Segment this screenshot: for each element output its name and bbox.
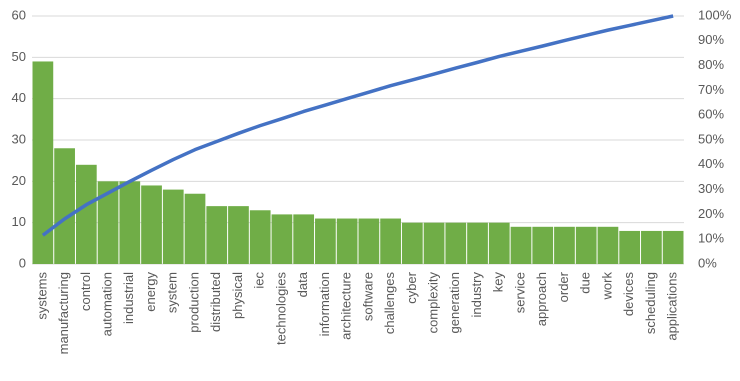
y2-tick-label: 70% [698, 82, 724, 97]
bar [184, 193, 206, 264]
x-tick-label: applications [665, 272, 680, 341]
x-tick-label: technologies [273, 272, 288, 345]
bar [97, 181, 119, 264]
y-tick-label: 50 [12, 49, 26, 64]
bar [641, 230, 662, 264]
x-tick-label: complexity [426, 272, 441, 334]
bar [206, 206, 228, 264]
bar [423, 222, 445, 264]
x-tick-label: manufacturing [56, 272, 71, 354]
x-tick-label: energy [143, 272, 158, 312]
bar [662, 230, 684, 264]
bar [380, 218, 401, 264]
bar [467, 222, 488, 264]
x-tick-label: generation [447, 272, 462, 333]
bar [249, 210, 271, 264]
bar [141, 185, 162, 264]
y-tick-label: 10 [12, 214, 26, 229]
x-tick-label: devices [621, 272, 636, 317]
y2-tick-label: 20% [698, 206, 724, 221]
x-tick-label: due [578, 272, 593, 294]
bar [401, 222, 423, 264]
x-tick-label: challenges [382, 272, 397, 335]
x-tick-label: system [165, 272, 180, 313]
bar [75, 164, 97, 264]
x-tick-label: work [599, 272, 614, 301]
bar [597, 226, 619, 264]
cumulative-line [41, 14, 674, 237]
bar [619, 230, 641, 264]
y2-tick-label: 60% [698, 107, 724, 122]
x-tick-label: industrial [121, 272, 136, 324]
bar [554, 226, 575, 264]
x-tick-label: systems [34, 272, 49, 320]
bar [315, 218, 336, 264]
x-tick-label: industry [469, 272, 484, 318]
y2-tick-label: 40% [698, 156, 724, 171]
x-tick-label: key [491, 272, 506, 293]
x-tick-label: production [186, 272, 201, 333]
y-tick-label: 30 [12, 131, 26, 146]
y2-tick-label: 90% [698, 32, 724, 47]
bar [228, 206, 249, 264]
x-tick-label: order [556, 271, 571, 302]
x-tick-label: cyber [404, 271, 419, 303]
bar [293, 214, 315, 264]
y2-tick-label: 10% [698, 231, 724, 246]
y-tick-label: 40 [12, 90, 26, 105]
bar [32, 61, 54, 264]
x-tick-label: software [360, 272, 375, 321]
bar [510, 226, 532, 264]
x-tick-label: architecture [339, 272, 354, 340]
bar [358, 218, 380, 264]
x-tick-label: control [78, 272, 93, 311]
bar [575, 226, 597, 264]
bar [488, 222, 510, 264]
x-tick-label: distributed [208, 272, 223, 332]
x-tick-label: iec [252, 272, 267, 289]
bar [54, 148, 75, 264]
x-tick-label: approach [534, 272, 549, 326]
y2-tick-label: 50% [698, 131, 724, 146]
bar [336, 218, 358, 264]
y-tick-label: 20 [12, 173, 26, 188]
bar [445, 222, 467, 264]
x-tick-label: scheduling [643, 272, 658, 334]
bar [271, 214, 293, 264]
x-tick-label: automation [100, 272, 115, 336]
y2-tick-label: 80% [698, 57, 724, 72]
y-tick-label: 60 [12, 7, 26, 22]
x-tick-label: service [512, 272, 527, 313]
y-tick-label: 0 [19, 255, 26, 270]
bar [119, 181, 141, 264]
x-tick-label: physical [230, 272, 245, 319]
y2-tick-label: 100% [698, 7, 732, 22]
x-tick-label: data [295, 271, 310, 297]
y2-tick-label: 0% [698, 255, 717, 270]
bar [532, 226, 554, 264]
x-tick-label: information [317, 272, 332, 336]
y2-tick-label: 30% [698, 181, 724, 196]
bar [162, 189, 184, 264]
